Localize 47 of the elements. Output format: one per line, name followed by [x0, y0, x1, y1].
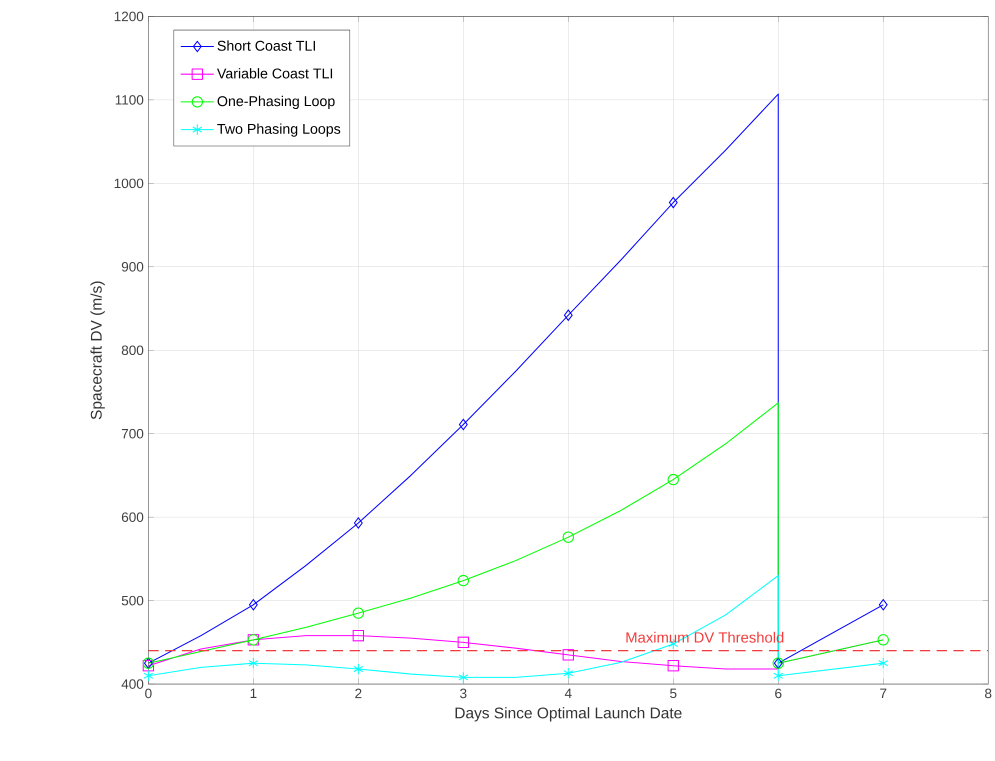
y-tick-label: 500	[122, 596, 144, 606]
point	[353, 663, 364, 674]
point	[773, 670, 784, 682]
point	[248, 657, 258, 669]
y-tick-label: 1100	[116, 94, 144, 104]
legend-label: One-Phasing Loop	[218, 96, 335, 109]
point	[878, 657, 888, 669]
y-tick-label: 800	[122, 345, 144, 355]
y-tick-label: 700	[122, 428, 144, 438]
point	[352, 630, 364, 642]
point	[668, 660, 679, 672]
y-tick-label: 400	[122, 679, 144, 689]
point	[668, 474, 679, 486]
point	[878, 634, 889, 646]
x-tick-label: 5	[670, 688, 676, 698]
point	[352, 607, 364, 619]
x-tick-label: 4	[564, 688, 572, 698]
y-tick-label: 1000	[114, 178, 144, 188]
point	[354, 517, 363, 528]
point	[878, 598, 888, 610]
point	[458, 636, 469, 648]
point	[668, 196, 678, 208]
x-tick-label: 8	[985, 688, 992, 698]
point	[564, 309, 573, 321]
point	[458, 574, 469, 586]
legend-label: Short Coast TLI	[218, 40, 315, 51]
y-tick-label: 900	[122, 262, 144, 272]
y-tick-label: 600	[122, 512, 144, 522]
point	[248, 598, 258, 610]
x-tick-label: 6	[775, 688, 782, 698]
y-tick-label: 1200	[114, 11, 144, 22]
x-tick-label: 3	[460, 688, 466, 698]
x-tick-label: 1	[250, 688, 256, 698]
x-tick-label: 0	[145, 688, 152, 698]
y-axis-title: Spacecraft DV (m/s)	[90, 281, 105, 419]
point	[562, 531, 574, 543]
x-tick-label: 7	[880, 688, 886, 698]
x-axis-title: Days Since Optimal Launch Date	[456, 706, 682, 722]
point	[142, 660, 154, 672]
point	[563, 667, 574, 679]
point	[562, 648, 574, 660]
point	[458, 418, 468, 430]
legend-label: Variable Coast TLI	[216, 68, 332, 78]
x-tick-label: 2	[355, 688, 362, 698]
legend-label: Two Phasing Loops	[217, 123, 340, 136]
point	[143, 670, 154, 682]
point	[458, 671, 468, 683]
